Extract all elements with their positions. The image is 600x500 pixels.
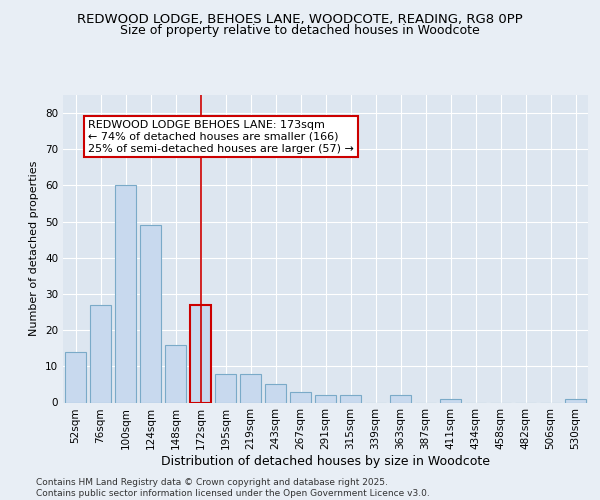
Bar — [565, 399, 586, 402]
Text: Contains HM Land Registry data © Crown copyright and database right 2025.
Contai: Contains HM Land Registry data © Crown c… — [36, 478, 430, 498]
Bar — [240, 374, 261, 402]
Text: REDWOOD LODGE, BEHOES LANE, WOODCOTE, READING, RG8 0PP: REDWOOD LODGE, BEHOES LANE, WOODCOTE, RE… — [77, 12, 523, 26]
Y-axis label: Number of detached properties: Number of detached properties — [29, 161, 40, 336]
Bar — [115, 186, 136, 402]
Bar — [190, 305, 211, 402]
Bar — [140, 225, 161, 402]
Text: Size of property relative to detached houses in Woodcote: Size of property relative to detached ho… — [120, 24, 480, 37]
Bar — [440, 399, 461, 402]
Bar — [165, 344, 186, 403]
Bar — [390, 396, 411, 402]
Bar — [65, 352, 86, 403]
X-axis label: Distribution of detached houses by size in Woodcote: Distribution of detached houses by size … — [161, 455, 490, 468]
Bar — [340, 396, 361, 402]
Bar — [315, 396, 336, 402]
Bar — [265, 384, 286, 402]
Text: REDWOOD LODGE BEHOES LANE: 173sqm
← 74% of detached houses are smaller (166)
25%: REDWOOD LODGE BEHOES LANE: 173sqm ← 74% … — [88, 120, 354, 154]
Bar — [290, 392, 311, 402]
Bar — [215, 374, 236, 402]
Bar — [90, 305, 111, 402]
